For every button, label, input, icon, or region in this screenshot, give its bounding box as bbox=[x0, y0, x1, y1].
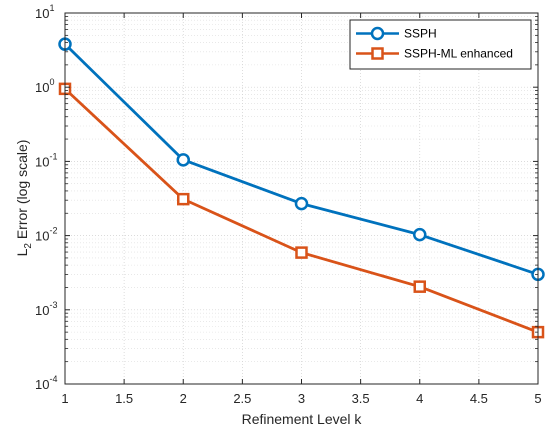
y-tick-label: 10-1 bbox=[35, 151, 57, 169]
x-tick-label: 5 bbox=[534, 391, 541, 406]
series-0-point bbox=[413, 227, 427, 242]
x-tick-label: 2.5 bbox=[233, 391, 251, 406]
x-tick-label: 4 bbox=[416, 391, 423, 406]
series-1-point bbox=[177, 192, 190, 206]
x-tick-label: 1 bbox=[61, 391, 68, 406]
y-tick-label: 101 bbox=[35, 3, 54, 21]
series-0-point bbox=[176, 153, 190, 167]
series-0-point bbox=[294, 196, 309, 211]
y-tick-label: 10-4 bbox=[35, 374, 57, 392]
x-tick-label: 1.5 bbox=[115, 391, 133, 406]
x-tick-label: 3.5 bbox=[352, 391, 370, 406]
y-axis-title-main: L bbox=[14, 248, 30, 256]
legend-label-ssph: SSPH bbox=[404, 27, 437, 41]
x-tick-label: 2 bbox=[180, 391, 187, 406]
ticks: 1 1.5 2 2.5 3 3.5 4 4.5 5 10-4 10-3 10-2 10-1 100 101 bbox=[35, 3, 542, 406]
y-axis-title: L2 Error (log scale) bbox=[14, 140, 34, 257]
grid bbox=[64, 12, 539, 385]
x-tick-label: 3 bbox=[298, 391, 305, 406]
series-1-point bbox=[413, 280, 426, 293]
legend-marker-ssph-ml bbox=[371, 47, 384, 60]
y-tick-label: 10-2 bbox=[35, 226, 57, 244]
series-layer bbox=[58, 37, 545, 339]
y-tick-label: 10-3 bbox=[35, 300, 57, 318]
legend-marker-ssph bbox=[370, 26, 385, 41]
y-axis-title-rest: Error (log scale) bbox=[14, 140, 30, 243]
x-tick-label: 4.5 bbox=[470, 391, 488, 406]
x-axis-title: Refinement Level k bbox=[242, 411, 363, 427]
series-1-point bbox=[295, 246, 308, 259]
y-axis-title-subscript: 2 bbox=[23, 243, 34, 249]
y-tick-label: 100 bbox=[35, 77, 54, 95]
legend: SSPH SSPH-ML enhanced bbox=[349, 19, 532, 70]
legend-label-ssph-ml: SSPH-ML enhanced bbox=[404, 47, 513, 61]
